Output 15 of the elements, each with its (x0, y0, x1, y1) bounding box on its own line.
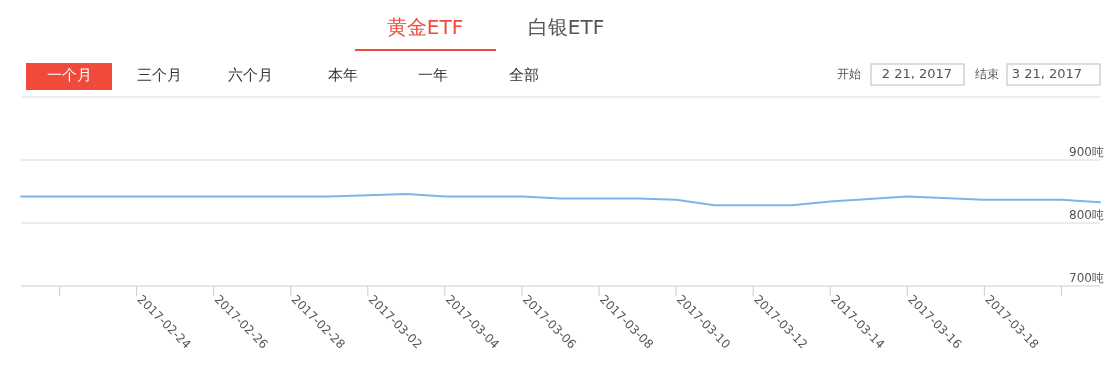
text: 六个月 (227, 66, 273, 84)
text: 一个月 (46, 66, 92, 84)
y-tick-label: 800吨 (1069, 208, 1104, 222)
y-tick-label: 900吨 (1069, 145, 1104, 159)
text: 白银ETF (527, 15, 605, 39)
text: 三个月 (136, 66, 182, 84)
y-tick-label: 700吨 (1069, 271, 1104, 285)
text: 3 21, 2017 (1011, 66, 1083, 81)
text: 全部 (509, 66, 539, 84)
chart-title: 黄金ETF (386, 15, 464, 39)
text: 一年 (418, 66, 448, 84)
text: 结束 (975, 67, 999, 81)
text: 2 21, 2017 (881, 66, 953, 81)
text: 本年 (328, 66, 358, 84)
text: 开始 (837, 67, 861, 81)
